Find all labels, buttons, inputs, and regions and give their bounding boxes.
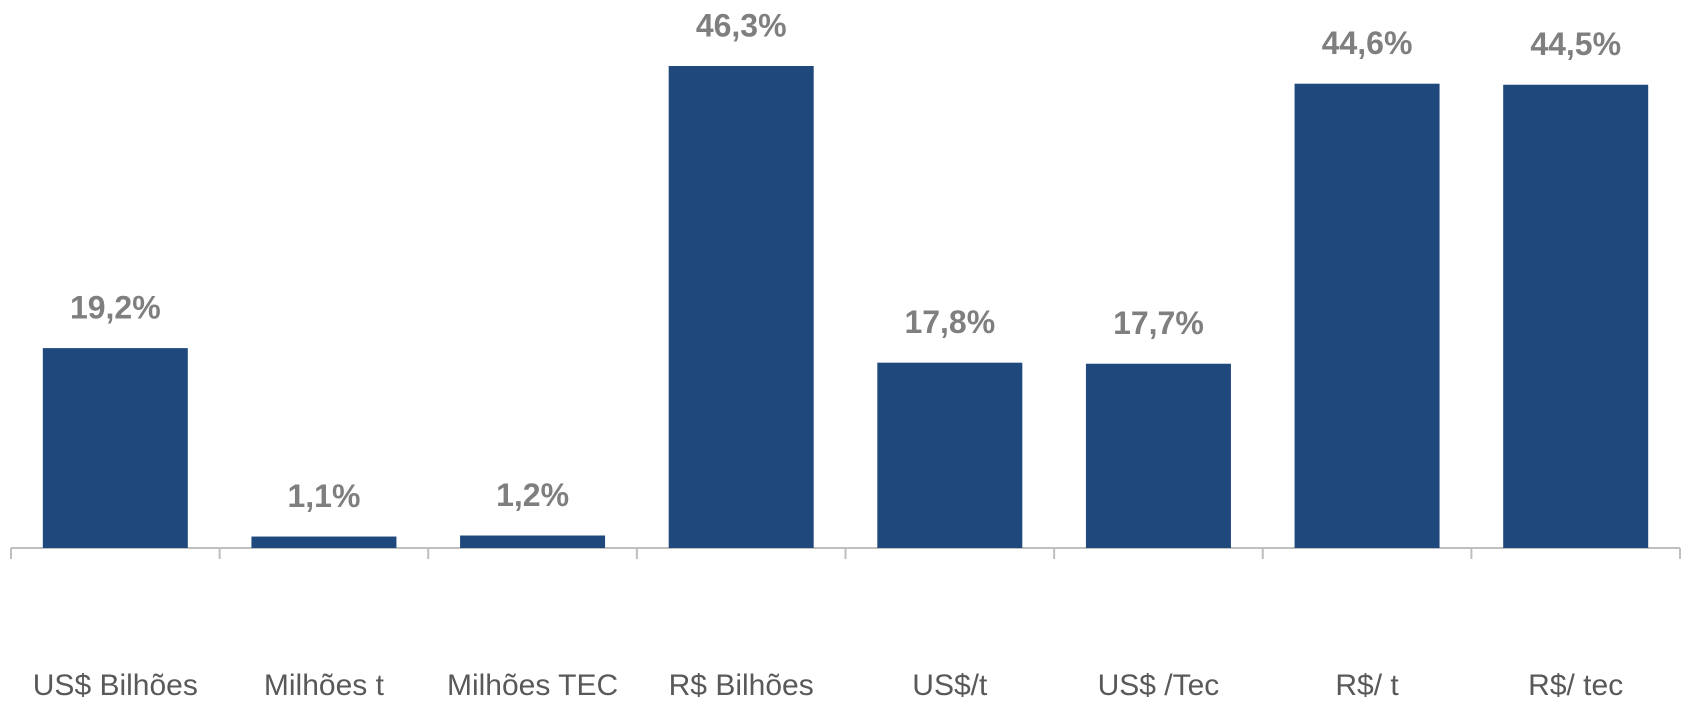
x-tick-label: US$ Bilhões bbox=[33, 669, 198, 702]
bar bbox=[460, 535, 606, 548]
bar bbox=[1503, 84, 1649, 549]
x-tick-label: US$/t bbox=[912, 669, 988, 702]
value-label: 17,8% bbox=[904, 304, 995, 340]
x-tick-label: R$ Bilhões bbox=[669, 669, 814, 702]
x-tick-label: Milhões t bbox=[264, 669, 385, 702]
bar bbox=[1085, 363, 1231, 548]
x-tick-label: R$/ t bbox=[1335, 669, 1399, 702]
value-label: 17,7% bbox=[1113, 305, 1204, 341]
value-label: 1,1% bbox=[287, 478, 360, 514]
value-label: 1,2% bbox=[496, 477, 569, 513]
bar bbox=[877, 362, 1023, 548]
bar bbox=[251, 536, 397, 548]
x-tick-label: US$ /Tec bbox=[1098, 669, 1220, 702]
value-label: 44,5% bbox=[1530, 26, 1621, 62]
bar bbox=[1294, 83, 1440, 548]
x-tick-label: R$/ tec bbox=[1528, 669, 1623, 702]
value-label: 19,2% bbox=[70, 290, 161, 326]
bar bbox=[42, 348, 188, 548]
value-label: 46,3% bbox=[696, 7, 787, 43]
bar bbox=[668, 66, 814, 548]
value-label: 44,6% bbox=[1322, 25, 1413, 61]
x-tick-label: Milhões TEC bbox=[447, 669, 618, 702]
